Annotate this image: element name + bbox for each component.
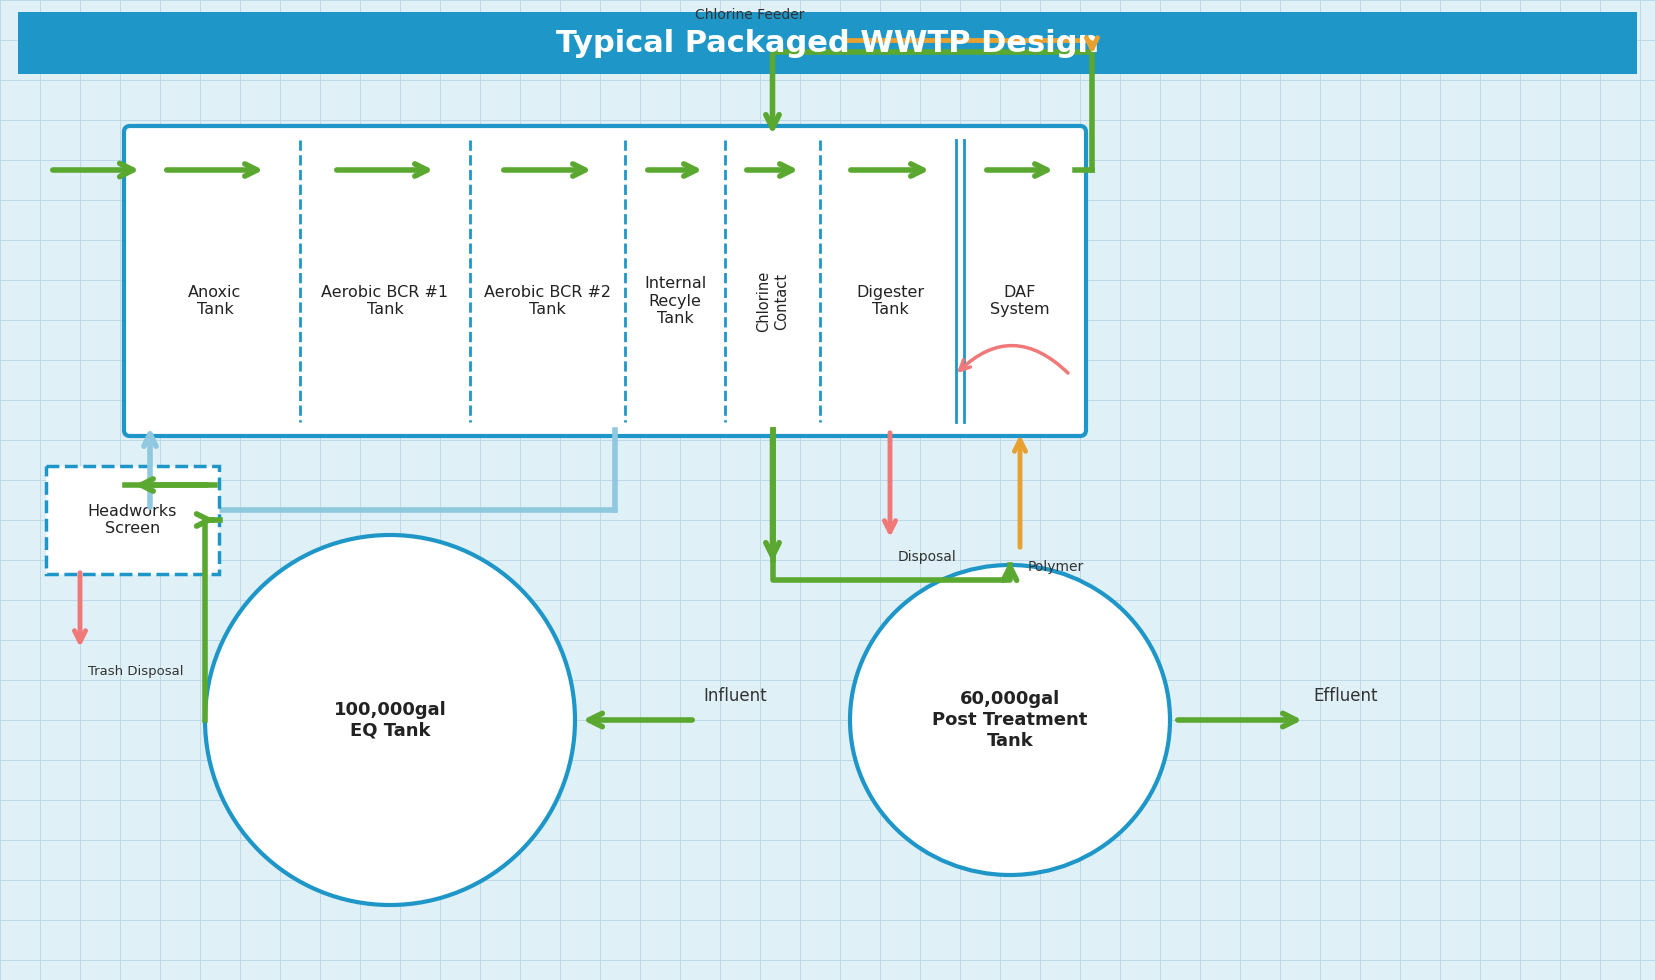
Text: Chlorine Feeder: Chlorine Feeder	[695, 8, 804, 22]
Text: Internal
Recyle
Tank: Internal Recyle Tank	[644, 276, 707, 326]
Text: Effluent: Effluent	[1312, 687, 1377, 705]
Text: Typical Packaged WWTP Design: Typical Packaged WWTP Design	[556, 28, 1099, 58]
Text: Aerobic BCR #1
Tank: Aerobic BCR #1 Tank	[321, 285, 449, 318]
Ellipse shape	[205, 535, 574, 905]
Text: Digester
Tank: Digester Tank	[856, 285, 923, 318]
Text: DAF
System: DAF System	[990, 285, 1049, 318]
FancyBboxPatch shape	[124, 126, 1086, 436]
Text: Polymer: Polymer	[1028, 560, 1084, 574]
Text: Chlorine
Contact: Chlorine Contact	[756, 270, 789, 331]
Ellipse shape	[851, 565, 1170, 875]
Text: Influent: Influent	[703, 687, 766, 705]
Text: Aerobic BCR #2
Tank: Aerobic BCR #2 Tank	[483, 285, 611, 318]
Text: 60,000gal
Post Treatment
Tank: 60,000gal Post Treatment Tank	[932, 690, 1087, 750]
FancyBboxPatch shape	[46, 466, 218, 574]
Text: 100,000gal
EQ Tank: 100,000gal EQ Tank	[334, 701, 447, 739]
Bar	[18, 12, 1637, 74]
Text: Anoxic
Tank: Anoxic Tank	[189, 285, 242, 318]
Text: Headworks
Screen: Headworks Screen	[88, 504, 177, 536]
Text: Disposal: Disposal	[899, 550, 957, 564]
Text: Trash Disposal: Trash Disposal	[88, 665, 184, 678]
